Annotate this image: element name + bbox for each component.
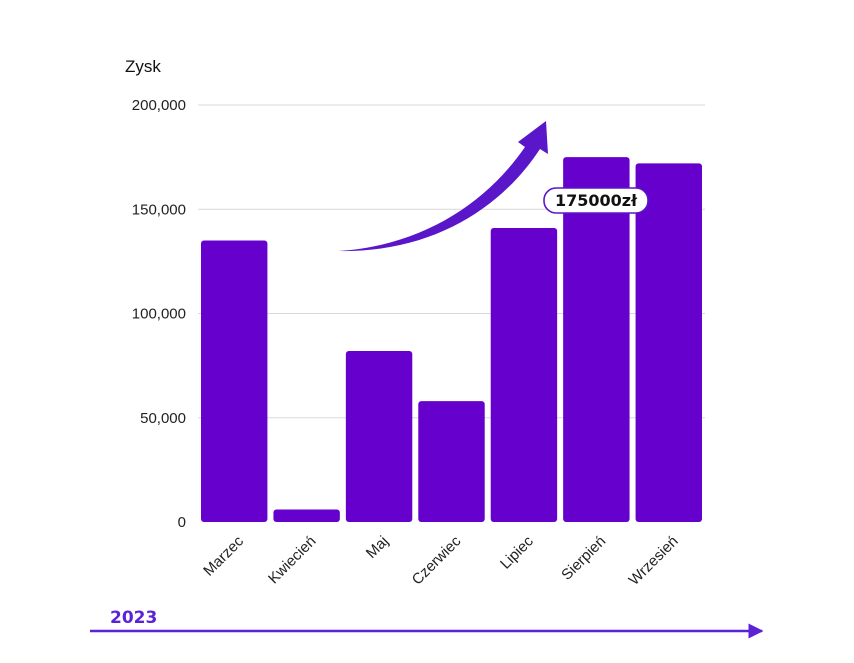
- x-category-label: Lipiec: [497, 532, 537, 572]
- y-tick-label: 0: [178, 514, 186, 531]
- bar-marzec: [201, 240, 268, 522]
- y-tick-label: 150,000: [132, 201, 186, 218]
- x-category-label: Marzec: [200, 532, 247, 579]
- y-axis-label: Zysk: [125, 57, 161, 76]
- x-category-label: Kwiecień: [265, 533, 319, 587]
- timeline-year: 2023: [110, 608, 157, 628]
- bar-czerwiec: [418, 401, 485, 522]
- x-category-label: Wrzesień: [626, 533, 682, 589]
- bar-lipiec: [490, 228, 558, 522]
- y-tick-label: 200,000: [132, 97, 186, 114]
- timeline: 2023: [90, 608, 764, 639]
- bar-maj: [345, 351, 413, 522]
- y-axis-ticks: 0 50,000 100,000 150,000 200,000: [132, 97, 186, 531]
- bar-sierpień: [563, 157, 630, 522]
- value-callout: 175000zł: [543, 187, 649, 214]
- x-category-label: Maj: [363, 533, 392, 562]
- y-tick-label: 100,000: [132, 306, 186, 323]
- y-tick-label: 50,000: [140, 410, 186, 427]
- growth-arrow-icon: [338, 121, 548, 252]
- bar-kwiecień: [273, 509, 340, 522]
- bars: [201, 157, 702, 522]
- x-category-label: Czerwiec: [409, 532, 465, 588]
- x-axis-categories: Marzec Kwiecień Maj Czerwiec Lipiec Sierpień W…: [200, 532, 681, 588]
- x-category-label: Sierpień: [558, 533, 609, 584]
- bar-wrzesień: [635, 163, 702, 522]
- callout-label: 175000zł: [555, 191, 638, 210]
